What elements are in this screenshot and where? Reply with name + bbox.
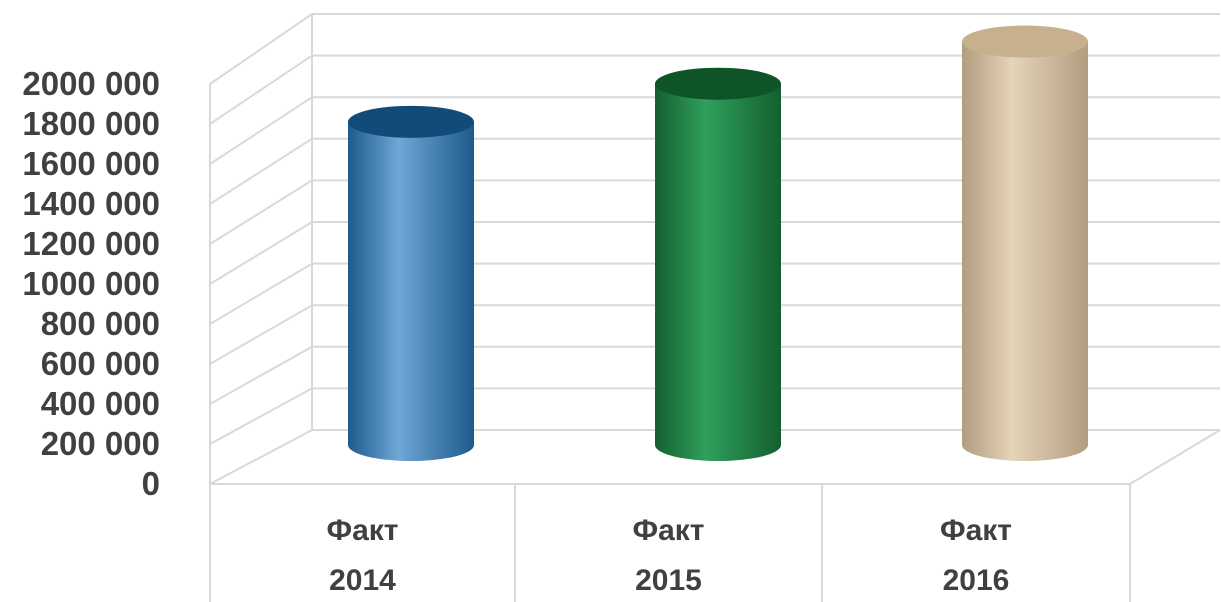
gridline	[209, 137, 1220, 205]
gridline	[209, 13, 1220, 85]
x-category-label-line2: 2015	[635, 564, 702, 597]
cylinder-body	[348, 121, 474, 462]
y-tick-label: 1000 000	[22, 265, 160, 302]
gridline	[209, 221, 1220, 285]
cylinder-top	[655, 67, 781, 100]
gridline	[209, 96, 1220, 165]
y-tick-label: 800 000	[41, 305, 160, 342]
x-category-label-line2: 2014	[329, 564, 396, 597]
y-tick-label: 1800 000	[22, 105, 160, 142]
cylinder-top	[348, 105, 474, 138]
gridline	[209, 304, 1220, 365]
y-tick-label: 1400 000	[22, 185, 160, 222]
x-category-label-line1: Факт	[940, 514, 1012, 547]
y-tick-label: 0	[142, 465, 160, 502]
gridline	[209, 262, 1220, 325]
gridlines	[209, 13, 1220, 485]
y-tick-label: 600 000	[41, 345, 160, 382]
y-tick-label: 1200 000	[22, 225, 160, 262]
bar-2014	[348, 105, 474, 462]
x-category-label-line1: Факт	[633, 514, 705, 547]
bar-2016	[962, 25, 1088, 462]
y-tick-label: 400 000	[41, 385, 160, 422]
gridline	[209, 387, 1220, 445]
y-tick-label: 2000 000	[22, 65, 160, 102]
gridline	[209, 179, 1220, 245]
x-category-label-line2: 2016	[943, 564, 1010, 597]
y-tick-label: 200 000	[41, 425, 160, 462]
bars	[348, 25, 1088, 462]
y-tick-label: 1600 000	[22, 145, 160, 182]
cylinder-body	[655, 83, 781, 461]
gridline	[209, 54, 1220, 125]
cylinder-top	[962, 25, 1088, 58]
x-category-label-line1: Факт	[327, 514, 399, 547]
x-axis-categories: Факт 2014 Факт 2015 Факт 2016	[209, 484, 1131, 602]
gridline	[209, 429, 1220, 485]
cylinder-body	[962, 41, 1088, 462]
gridline	[209, 345, 1220, 405]
bar-2015	[655, 67, 781, 461]
